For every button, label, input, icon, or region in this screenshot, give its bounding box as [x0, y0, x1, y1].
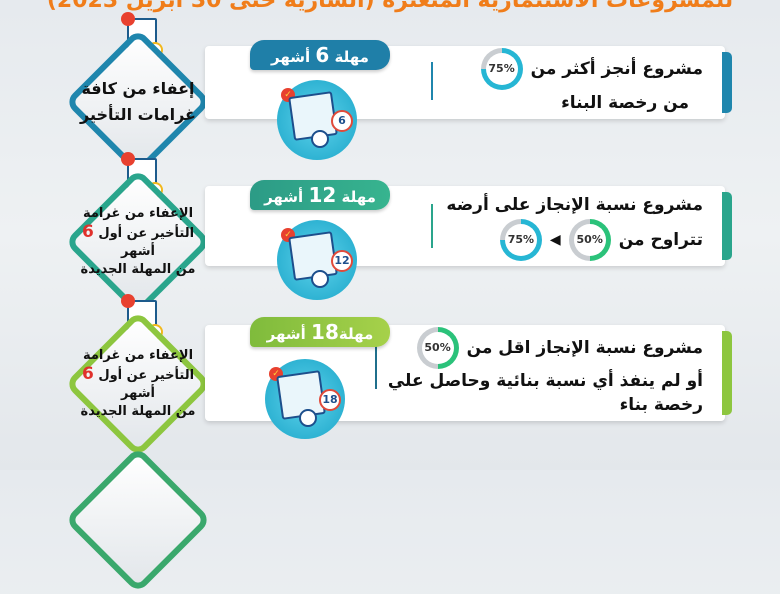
progress-ring-value: 50% [421, 332, 454, 364]
condition-text: مشروع نسبة الإنجاز اقل من [466, 338, 703, 358]
progress-ring-value: 75% [504, 224, 537, 256]
divider [431, 62, 433, 100]
benefit-diamond-3: الإعفاء من غرامة التأخير عن أول 6 أشهر من … [64, 310, 212, 458]
calendar-icon: ✓ 6 [277, 80, 357, 160]
benefit-diamond-2: الإعفاء من غرامة التأخير عن أول 6 أشهر من … [64, 168, 212, 316]
condition-text: رخصة بناء [619, 395, 703, 415]
condition-text: أو لم ينفذ أي نسبة بنائية وحاصل علي [387, 371, 703, 391]
progress-ring-75: 75% [499, 219, 542, 261]
benefit-text: الإعفاء من غرامة [82, 348, 194, 363]
progress-ring-value: 50% [573, 224, 606, 256]
benefit-text: من المهلة الجديدة [80, 404, 196, 419]
infographic-title: للمشروعات الاستثمارية المتعثرة (السارية … [46, 0, 734, 13]
arrow-left-icon: ◀ [549, 232, 561, 248]
progress-ring-value: 75% [485, 53, 518, 85]
condition-card-1: مشروع أنجز أكثر من 75% من رخصة البناء مه… [205, 40, 732, 160]
benefit-text: غرامات التأخير [80, 105, 196, 124]
condition-card-3: مشروع نسبة الإنجاز اقل من 50% أو لم ينفذ… [205, 317, 732, 439]
progress-ring-75: 75% [480, 48, 523, 90]
condition-text: مشروع نسبة الإنجاز على أرضه [446, 195, 703, 215]
condition-text: من رخصة البناء [561, 93, 689, 113]
calendar-icon: ✓ 12 [277, 220, 357, 300]
condition-text: تتراوح من [618, 230, 703, 250]
progress-ring-50: 50% [568, 219, 611, 261]
condition-card-2: مشروع نسبة الإنجاز على أرضه تتراوح من 50… [205, 180, 732, 300]
divider [375, 343, 377, 389]
benefit-diamond-1: إعفاء من كافة غرامات التأخير [64, 28, 212, 176]
benefit-text: الإعفاء من غرامة [82, 206, 194, 221]
grace-period-badge: مهلة18 أشهر [250, 317, 390, 347]
progress-ring-50: 50% [416, 327, 459, 369]
benefit-text: من المهلة الجديدة [80, 262, 196, 277]
divider [431, 204, 433, 248]
benefit-diamond-4-partial [64, 446, 212, 594]
benefit-text: إعفاء من كافة [81, 79, 195, 98]
condition-text: مشروع أنجز أكثر من [530, 59, 703, 79]
grace-period-badge: مهلة 12 أشهر [250, 180, 390, 210]
grace-period-badge: مهلة 6 أشهر [250, 40, 390, 70]
calendar-icon: ✓ 18 [265, 359, 345, 439]
